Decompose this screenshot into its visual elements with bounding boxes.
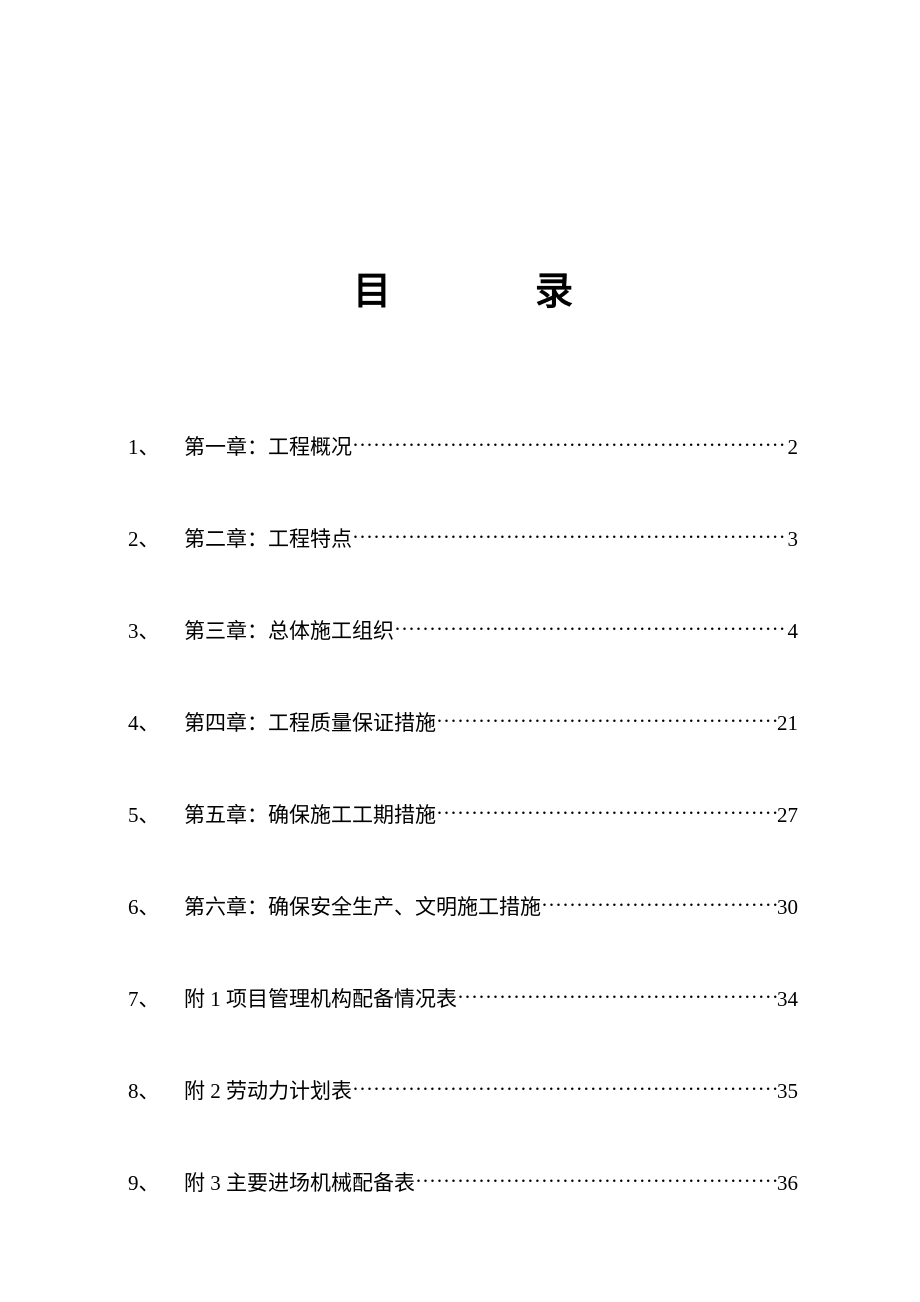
toc-num: 2、	[128, 523, 184, 553]
toc-text: 附 3 主要进场机械配备表	[184, 1167, 415, 1197]
toc-num: 7、	[128, 983, 184, 1013]
toc-text: 第四章：工程质量保证措施	[184, 707, 436, 737]
toc-num: 8、	[128, 1075, 184, 1105]
title-char-2: 录	[535, 260, 573, 315]
toc-text: 第二章：工程特点	[184, 523, 352, 553]
toc-text: 第三章：总体施工组织	[184, 615, 394, 645]
toc-page: 4	[788, 619, 799, 644]
toc-dots	[415, 1169, 777, 1194]
toc-dots	[436, 801, 777, 826]
toc-page: 27	[777, 803, 798, 828]
toc-page: 30	[777, 895, 798, 920]
toc-item: 6、 第六章：确保安全生产、文明施工措施 30	[128, 891, 798, 921]
toc-list: 1、 第一章：工程概况 2 2、 第二章：工程特点 3 3、 第三章：总体施工组…	[128, 431, 798, 1197]
toc-dots	[541, 893, 777, 918]
toc-text: 第五章：确保施工工期措施	[184, 799, 436, 829]
toc-item: 7、 附 1 项目管理机构配备情况表 34	[128, 983, 798, 1013]
toc-item: 9、 附 3 主要进场机械配备表 36	[128, 1167, 798, 1197]
toc-text: 第一章：工程概况	[184, 431, 352, 461]
toc-text: 第六章：确保安全生产、文明施工措施	[184, 891, 541, 921]
toc-num: 5、	[128, 799, 184, 829]
title-char-1: 目	[353, 260, 391, 315]
toc-item: 3、 第三章：总体施工组织 4	[128, 615, 798, 645]
toc-item: 5、 第五章：确保施工工期措施 27	[128, 799, 798, 829]
toc-item: 2、 第二章：工程特点 3	[128, 523, 798, 553]
toc-item: 1、 第一章：工程概况 2	[128, 431, 798, 461]
toc-dots	[436, 709, 777, 734]
toc-dots	[352, 433, 788, 458]
toc-dots	[394, 617, 788, 642]
toc-page: 34	[777, 987, 798, 1012]
toc-num: 9、	[128, 1167, 184, 1197]
toc-num: 6、	[128, 891, 184, 921]
toc-text: 附 1 项目管理机构配备情况表	[184, 983, 457, 1013]
toc-text: 附 2 劳动力计划表	[184, 1075, 352, 1105]
page-title: 目 录	[128, 260, 798, 315]
toc-num: 3、	[128, 615, 184, 645]
toc-dots	[352, 525, 788, 550]
toc-page: 2	[788, 435, 799, 460]
toc-item: 4、 第四章：工程质量保证措施 21	[128, 707, 798, 737]
toc-num: 4、	[128, 707, 184, 737]
toc-page: 36	[777, 1171, 798, 1196]
document-page: 目 录 1、 第一章：工程概况 2 2、 第二章：工程特点 3 3、 第三章：总…	[0, 0, 920, 1197]
toc-page: 21	[777, 711, 798, 736]
toc-num: 1、	[128, 431, 184, 461]
toc-page: 35	[777, 1079, 798, 1104]
toc-item: 8、 附 2 劳动力计划表 35	[128, 1075, 798, 1105]
toc-dots	[457, 985, 777, 1010]
toc-page: 3	[788, 527, 799, 552]
toc-dots	[352, 1077, 777, 1102]
